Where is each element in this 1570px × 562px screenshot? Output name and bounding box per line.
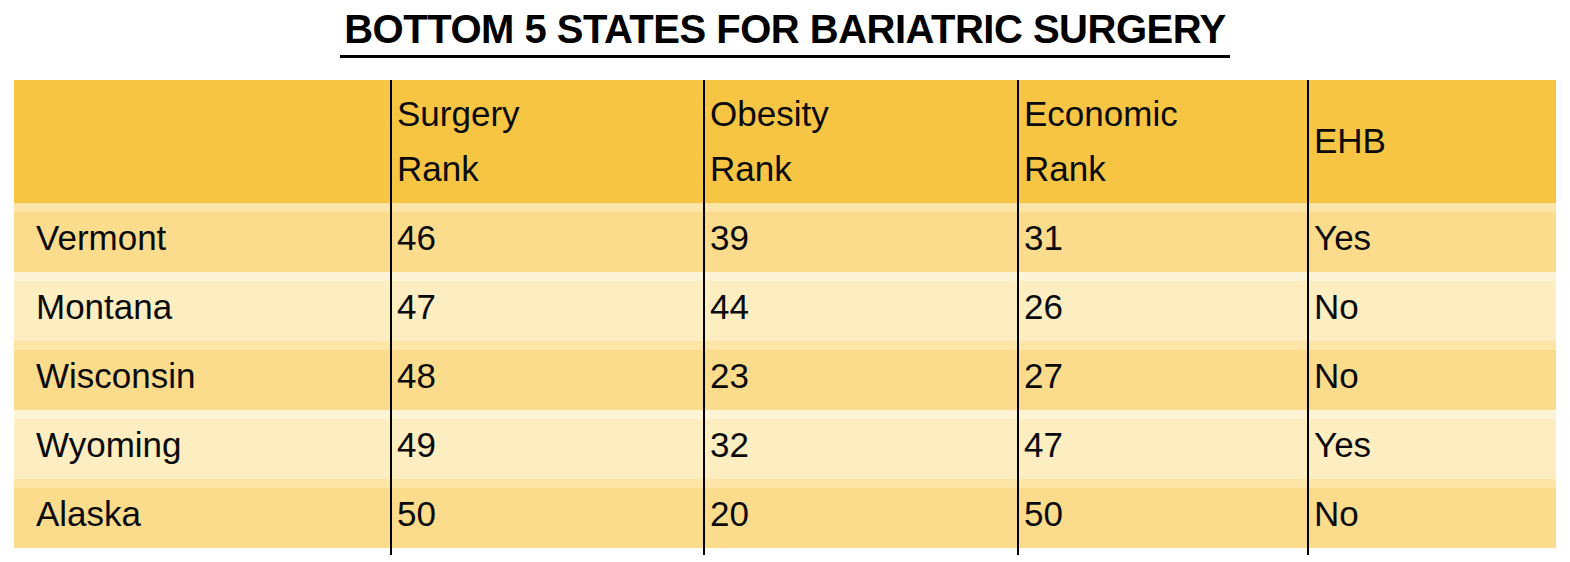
table-header-row: Surgery Rank Obesity Rank Economic Rank … [14, 80, 1556, 203]
cell-obesity-rank: 32 [703, 410, 1017, 479]
line-tail [14, 548, 390, 555]
page-title: BOTTOM 5 STATES FOR BARIATRIC SURGERY [340, 7, 1230, 58]
column-line-tails [14, 548, 1556, 555]
table-row-vermont: Vermont 46 39 31 Yes [14, 203, 1556, 272]
cell-ehb: No [1307, 272, 1556, 341]
cell-obesity-rank: 39 [703, 203, 1017, 272]
cell-economic-rank: 47 [1017, 410, 1307, 479]
line-tail [1307, 548, 1556, 555]
cell-state: Vermont [14, 203, 390, 272]
cell-economic-rank: 50 [1017, 479, 1307, 548]
table-row-alaska: Alaska 50 20 50 No [14, 479, 1556, 548]
header-cell-obesity-rank: Obesity Rank [703, 80, 1017, 203]
header-cell-surgery-rank: Surgery Rank [390, 80, 703, 203]
cell-ehb: Yes [1307, 203, 1556, 272]
cell-state: Alaska [14, 479, 390, 548]
line-tail [1017, 548, 1307, 555]
cell-obesity-rank: 44 [703, 272, 1017, 341]
cell-ehb: No [1307, 341, 1556, 410]
cell-state: Montana [14, 272, 390, 341]
cell-ehb: No [1307, 479, 1556, 548]
cell-state: Wisconsin [14, 341, 390, 410]
bariatric-surgery-table: Surgery Rank Obesity Rank Economic Rank … [14, 80, 1556, 555]
cell-state: Wyoming [14, 410, 390, 479]
table-row-wisconsin: Wisconsin 48 23 27 No [14, 341, 1556, 410]
cell-ehb: Yes [1307, 410, 1556, 479]
line-tail [703, 548, 1017, 555]
cell-economic-rank: 31 [1017, 203, 1307, 272]
header-cell-state [14, 80, 390, 203]
cell-obesity-rank: 23 [703, 341, 1017, 410]
line-tail [390, 548, 703, 555]
table-row-montana: Montana 47 44 26 No [14, 272, 1556, 341]
title-wrap: BOTTOM 5 STATES FOR BARIATRIC SURGERY [0, 7, 1570, 58]
cell-surgery-rank: 50 [390, 479, 703, 548]
table-row-wyoming: Wyoming 49 32 47 Yes [14, 410, 1556, 479]
cell-economic-rank: 26 [1017, 272, 1307, 341]
header-cell-ehb: EHB [1307, 80, 1556, 203]
cell-surgery-rank: 48 [390, 341, 703, 410]
cell-surgery-rank: 46 [390, 203, 703, 272]
header-cell-economic-rank: Economic Rank [1017, 80, 1307, 203]
cell-obesity-rank: 20 [703, 479, 1017, 548]
cell-surgery-rank: 49 [390, 410, 703, 479]
cell-economic-rank: 27 [1017, 341, 1307, 410]
cell-surgery-rank: 47 [390, 272, 703, 341]
